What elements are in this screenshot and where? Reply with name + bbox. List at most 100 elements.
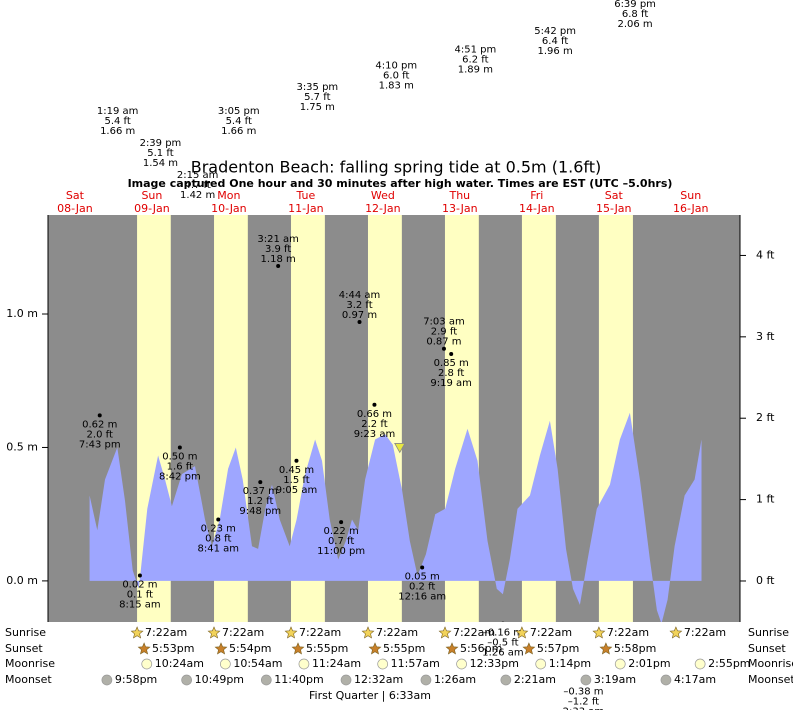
moonset-time: 9:58pm <box>115 673 157 686</box>
tide-ft: 6.8 ft <box>622 9 648 20</box>
date-label: 14-Jan <box>519 202 555 215</box>
sunrise-icon <box>669 626 683 639</box>
sunrise-icon <box>592 626 606 639</box>
tide-ft: 1.6 ft <box>167 461 193 472</box>
sunset-row-label: Sunset <box>748 642 786 655</box>
moonset-time: 2:21am <box>514 673 556 686</box>
tide-point <box>294 458 299 463</box>
tide-time: 9:05 am <box>276 485 318 496</box>
tide-value-label: 2.06 m <box>617 19 652 30</box>
tide-time: 3:05 pm <box>218 106 260 117</box>
y2-tick-label: 3 ft <box>756 330 775 343</box>
sunrise-icon <box>361 626 375 639</box>
moonrise-icon <box>614 658 626 670</box>
moonrise-icon <box>298 658 310 670</box>
sunset-time: 5:54pm <box>229 642 271 655</box>
moonrise-icon <box>535 658 547 670</box>
moonset-icon <box>340 674 352 686</box>
tide-value-label: 1.96 m <box>538 46 573 57</box>
tide-point <box>177 445 182 450</box>
tide-value-label: 0.02 m <box>122 580 157 591</box>
moonset-icon <box>260 674 272 686</box>
moon-phase: First Quarter | 6:33am <box>309 689 431 702</box>
tide-value-label: 0.45 m <box>279 465 314 476</box>
moonrise-time: 12:33pm <box>470 657 519 670</box>
tide-ft: –1.2 ft <box>568 696 599 707</box>
tide-point <box>372 402 377 407</box>
tide-time: 4:44 am <box>339 290 381 301</box>
tide-value-label: 1.83 m <box>379 80 414 91</box>
tide-time: 4:10 pm <box>375 60 417 71</box>
y2-tick-label: 2 ft <box>756 411 775 424</box>
tide-time: 8:42 pm <box>159 471 201 482</box>
tide-value-label: 1.75 m <box>300 102 335 113</box>
moonrise-time: 10:24am <box>155 657 204 670</box>
sunset-icon <box>368 642 382 655</box>
moonset-time: 4:17am <box>674 673 716 686</box>
tide-ft: 5.4 ft <box>104 116 130 127</box>
tide-time: 4:51 pm <box>454 44 496 55</box>
day-label: Mon <box>217 189 240 202</box>
y2-tick-label: 4 ft <box>756 248 775 261</box>
sunrise-time: 7:22am <box>376 626 418 639</box>
day-label: Sat <box>605 189 624 202</box>
sunset-icon <box>599 642 613 655</box>
tide-ft: –0.5 ft <box>487 638 518 649</box>
sunset-icon <box>291 642 305 655</box>
tide-ft: 3.2 ft <box>346 300 372 311</box>
tide-time: 2:15 am <box>177 170 219 181</box>
date-label: 09-Jan <box>134 202 170 215</box>
y-tick-label: 1.0 m <box>6 307 38 320</box>
moonset-time: 3:19am <box>594 673 636 686</box>
tide-ft: 0.7 ft <box>328 536 354 547</box>
moonrise-icon <box>141 658 153 670</box>
tide-time: 6:39 pm <box>614 0 656 10</box>
date-label: 12-Jan <box>365 202 401 215</box>
tide-value-label: 1.66 m <box>221 126 256 137</box>
tide-point <box>276 263 281 268</box>
tide-point <box>357 320 362 325</box>
day-label: Thu <box>448 189 470 202</box>
day-label: Sun <box>680 189 701 202</box>
tide-time: 7:43 pm <box>79 439 121 450</box>
tide-value-label: 1.54 m <box>143 158 178 169</box>
day-label: Sat <box>66 189 85 202</box>
sunrise-time: 7:22am <box>299 626 341 639</box>
tide-ft: 6.4 ft <box>542 36 568 47</box>
tide-value-label: 0.97 m <box>342 310 377 321</box>
tide-ft: 1.2 ft <box>247 496 273 507</box>
moonset-icon <box>660 674 672 686</box>
sunset-time: 5:53pm <box>152 642 194 655</box>
tide-point <box>97 413 102 418</box>
day-label: Fri <box>530 189 543 202</box>
sunset-icon <box>137 642 151 655</box>
y-tick-label: 0.5 m <box>6 440 38 453</box>
tide-time: 8:15 am <box>119 600 161 611</box>
tide-point <box>339 520 344 525</box>
moonset-time: 11:40pm <box>274 673 323 686</box>
sunset-row-label: Sunset <box>5 642 43 655</box>
tide-ft: 2.8 ft <box>438 368 464 379</box>
moonset-row-label: Moonset <box>748 673 793 686</box>
tide-ft: 6.0 ft <box>383 70 409 81</box>
tide-value-label: 1.42 m <box>180 190 215 201</box>
tide-time: 12:16 am <box>398 592 446 603</box>
tide-value-label: 1.18 m <box>261 254 296 265</box>
tide-value-label: 1.66 m <box>100 126 135 137</box>
moonrise-time: 1:14pm <box>549 657 591 670</box>
tide-point <box>216 517 221 522</box>
tide-value-label: 0.05 m <box>405 572 440 583</box>
moonrise-time: 2:01pm <box>628 657 670 670</box>
moonset-icon <box>101 674 113 686</box>
moonrise-time: 2:55pm <box>708 657 750 670</box>
date-label: 15-Jan <box>596 202 632 215</box>
sunrise-time: 7:22am <box>222 626 264 639</box>
tide-time: 11:00 pm <box>317 546 365 557</box>
sunset-time: 5:56pm <box>460 642 502 655</box>
moonrise-icon <box>694 658 706 670</box>
sunrise-row-label: Sunrise <box>5 626 46 639</box>
sunset-time: 5:58pm <box>614 642 656 655</box>
date-label: 08-Jan <box>57 202 93 215</box>
